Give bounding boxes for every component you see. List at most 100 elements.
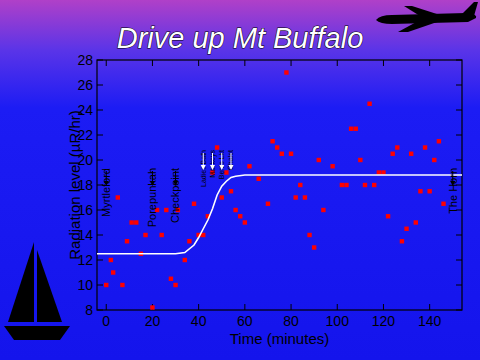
title: Drive up Mt Buffalo	[117, 22, 364, 54]
data-point	[192, 202, 196, 206]
data-point	[201, 233, 205, 237]
annotation-arrow	[201, 153, 206, 170]
data-point	[164, 208, 168, 212]
plot-area	[97, 70, 462, 309]
data-point	[437, 139, 441, 143]
y-tick	[456, 135, 462, 136]
data-point	[423, 145, 427, 149]
annotation-arrow	[104, 171, 109, 186]
data-point	[104, 283, 108, 287]
chart: Drive up Mt Buffalo810121416182022242628…	[0, 0, 480, 360]
annotation-arrow	[450, 171, 455, 186]
x-tick	[383, 60, 384, 66]
x-tick-label: 80	[283, 313, 299, 329]
data-point	[344, 183, 348, 187]
data-point	[116, 195, 120, 199]
x-axis-label: Time (minutes)	[230, 330, 329, 347]
y-tick	[97, 160, 103, 161]
y-tick-label: 10	[77, 277, 93, 293]
data-point	[307, 233, 311, 237]
data-point	[233, 208, 237, 212]
airplane-wing	[404, 6, 440, 16]
annotation-arrow	[150, 171, 155, 186]
data-point	[111, 270, 115, 274]
airplane	[376, 2, 478, 32]
data-point	[125, 239, 129, 243]
x-tick-label: 140	[418, 313, 442, 329]
y-tick	[97, 235, 103, 236]
data-point	[169, 277, 173, 281]
data-point	[143, 233, 147, 237]
data-point	[150, 305, 154, 309]
annotation-arrow	[210, 153, 215, 170]
y-tick	[97, 60, 103, 61]
x-tick	[106, 60, 107, 66]
annotation-label: The Horn	[447, 168, 459, 214]
x-tick-label: 40	[191, 313, 207, 329]
arrow-shaft	[203, 153, 204, 167]
data-point	[390, 152, 394, 156]
arrow-head	[104, 181, 109, 186]
plot-frame	[97, 60, 462, 310]
arrow-head	[173, 181, 178, 186]
data-point	[418, 189, 422, 193]
data-point	[229, 189, 233, 193]
x-tick	[429, 60, 430, 66]
data-point	[354, 127, 358, 131]
data-point	[109, 258, 113, 262]
y-tick-label: 28	[77, 52, 93, 68]
x-tick	[337, 304, 338, 310]
y-tick	[456, 310, 462, 311]
y-tick	[456, 260, 462, 261]
data-point	[386, 214, 390, 218]
data-point	[377, 170, 381, 174]
data-point	[129, 220, 133, 224]
y-tick	[456, 285, 462, 286]
arrow-shaft	[212, 153, 213, 167]
data-point	[312, 245, 316, 249]
data-point	[427, 189, 431, 193]
x-tick	[244, 60, 245, 66]
x-tick-label: 120	[372, 313, 396, 329]
y-tick	[97, 85, 103, 86]
data-point	[358, 158, 362, 162]
x-tick	[429, 304, 430, 310]
data-point	[187, 239, 191, 243]
data-point	[317, 158, 321, 162]
y-tick	[97, 110, 103, 111]
data-point	[349, 127, 353, 131]
x-tick-label: 60	[237, 313, 253, 329]
annotation-label: Checkpoint	[169, 168, 181, 223]
data-point	[321, 208, 325, 212]
x-tick-label: 100	[326, 313, 350, 329]
annotation-label: Myrtleford	[100, 168, 112, 217]
x-tick	[198, 304, 199, 310]
data-point	[247, 164, 251, 168]
data-point	[120, 283, 124, 287]
data-point	[381, 170, 385, 174]
x-tick	[291, 304, 292, 310]
arrow-head	[150, 181, 155, 186]
data-point	[284, 70, 288, 74]
y-tick	[97, 135, 103, 136]
data-point	[257, 177, 261, 181]
data-point	[289, 152, 293, 156]
data-point	[215, 145, 219, 149]
data-point	[414, 220, 418, 224]
y-tick	[456, 60, 462, 61]
y-tick	[97, 260, 103, 261]
data-point	[275, 145, 279, 149]
sailboat-sail	[8, 242, 34, 322]
data-point	[441, 202, 445, 206]
data-point	[270, 139, 274, 143]
x-tick	[244, 304, 245, 310]
airplane-wing	[398, 20, 440, 32]
arrow-head	[210, 165, 215, 170]
x-tick	[198, 60, 199, 66]
airplane-tail	[462, 2, 478, 16]
data-point	[293, 195, 297, 199]
x-tick	[291, 60, 292, 66]
y-tick-label: 26	[77, 77, 93, 93]
y-tick	[456, 85, 462, 86]
x-tick	[383, 304, 384, 310]
